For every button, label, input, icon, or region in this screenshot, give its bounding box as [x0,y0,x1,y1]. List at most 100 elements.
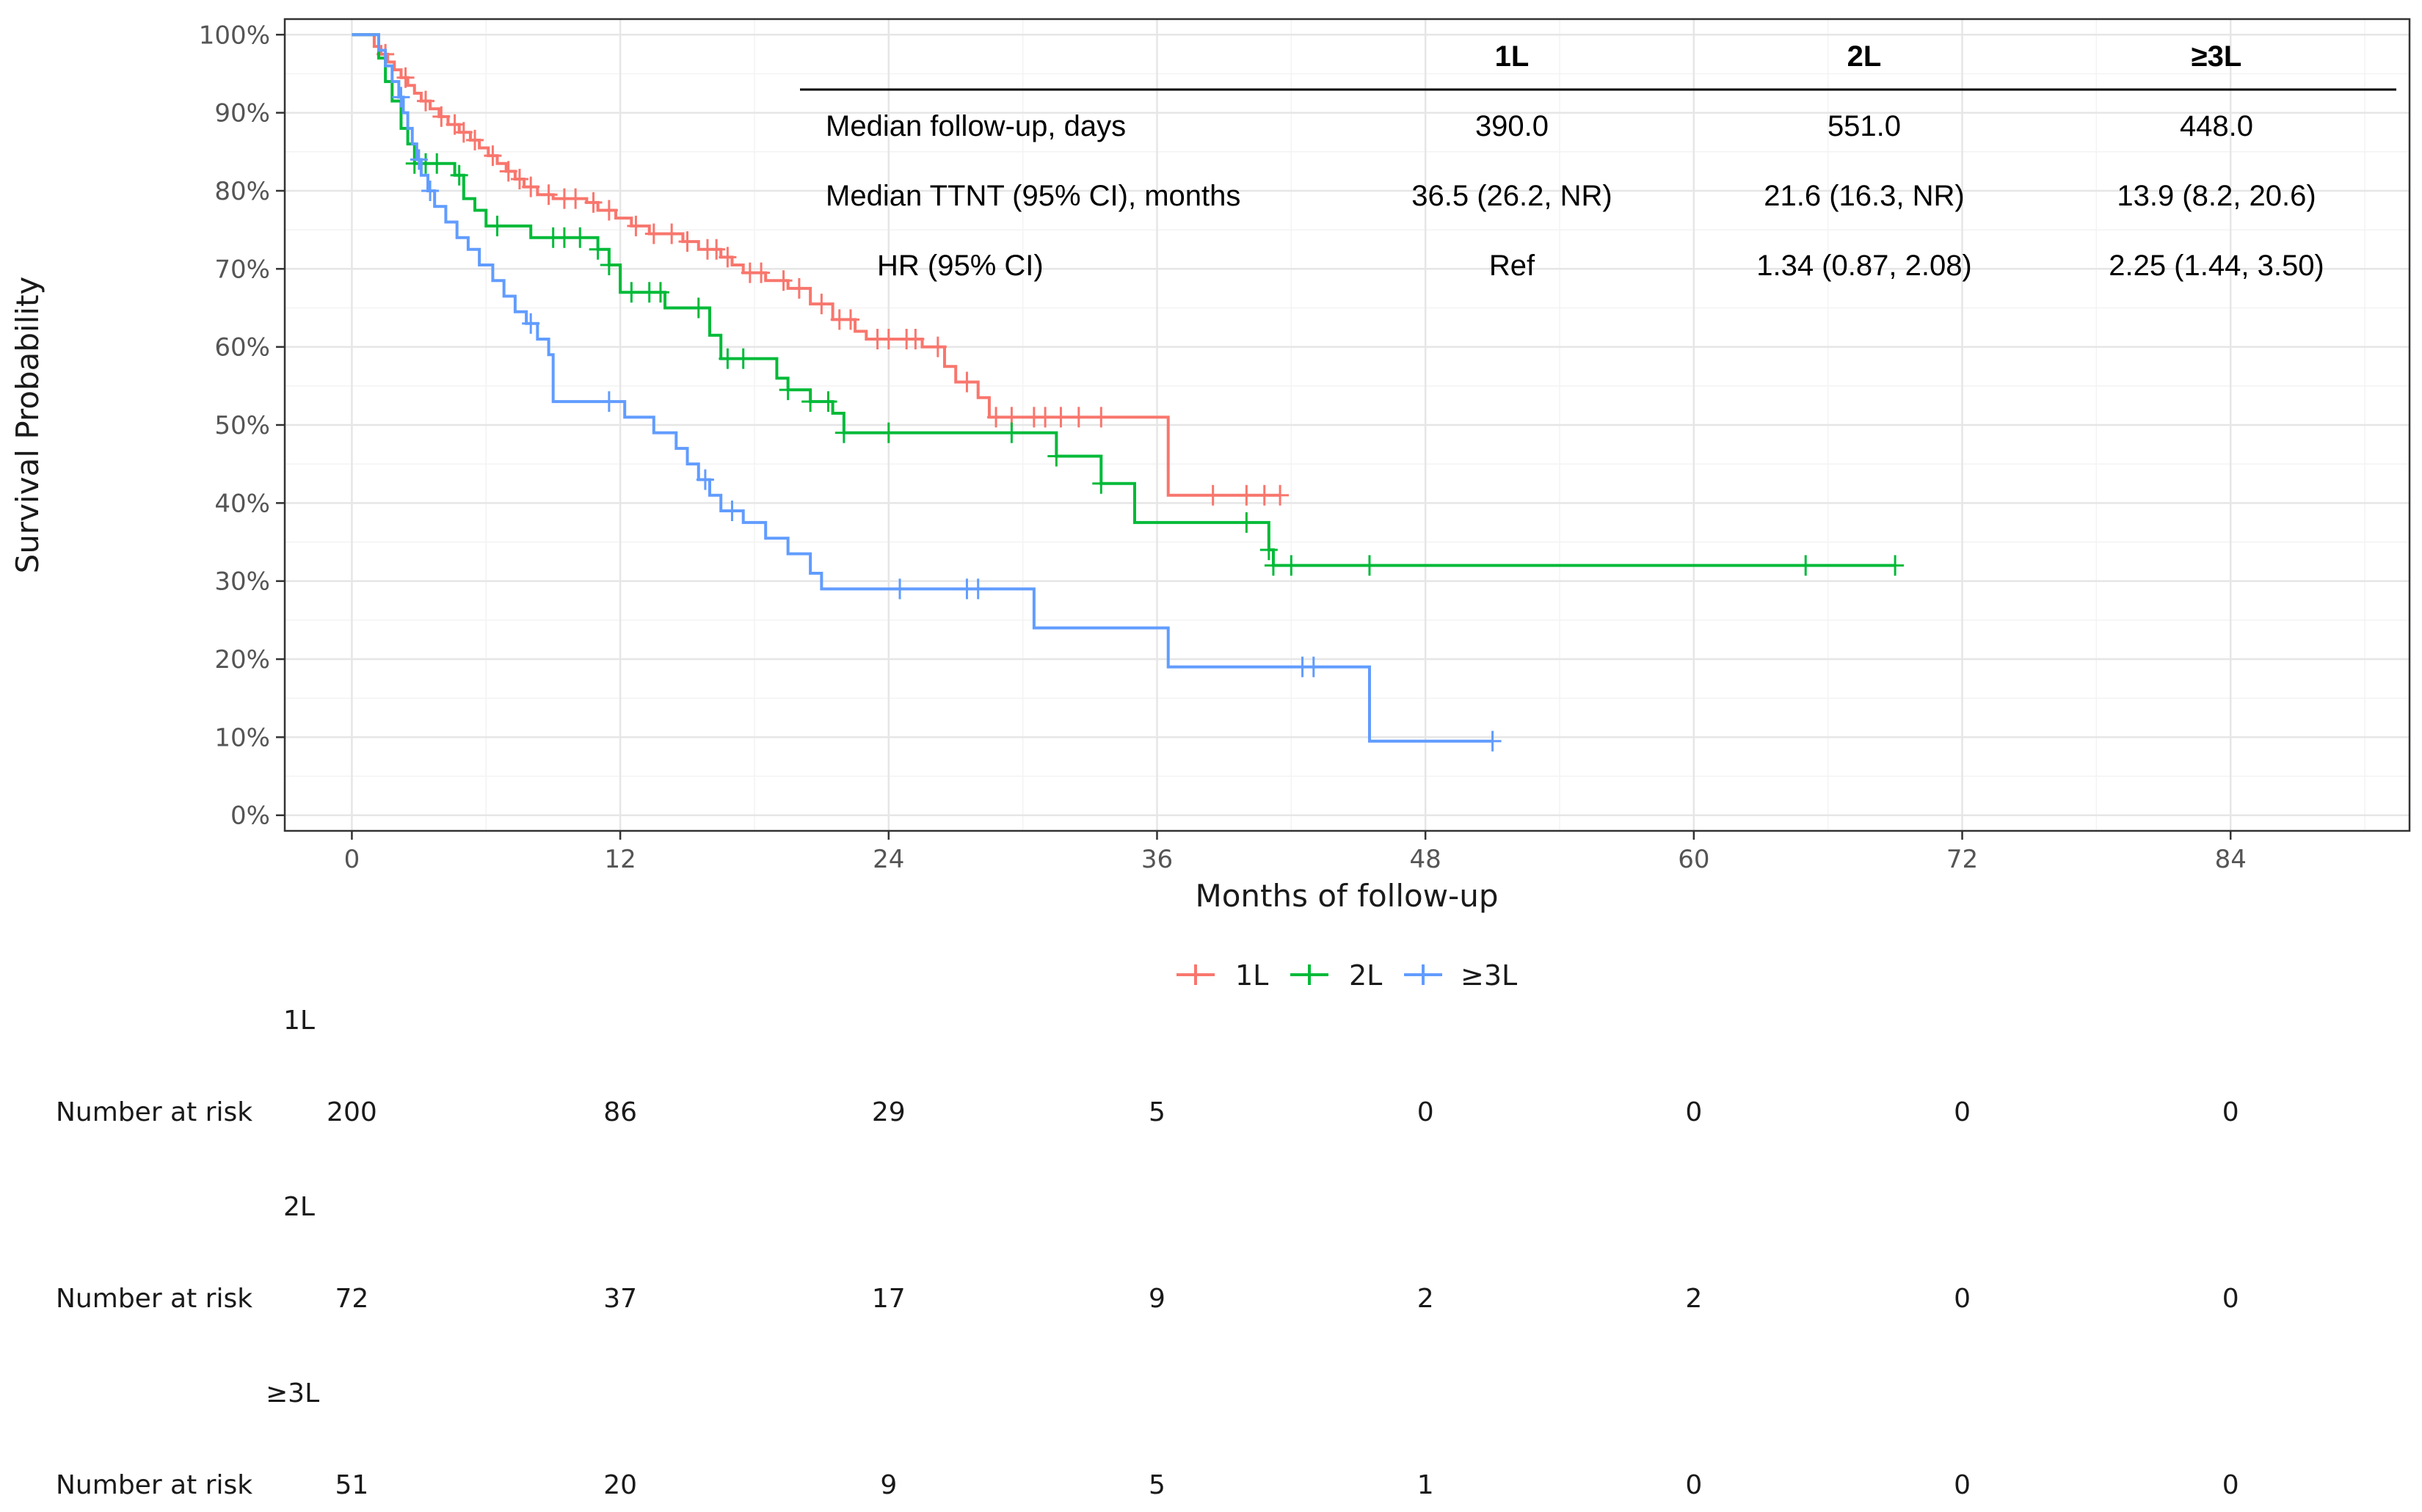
censor-mark-2l [819,391,837,412]
censor-mark-1l [1069,407,1088,428]
risk-table: 1L Number at risk 200 86 29 5 0 0 0 0 2L Number… [56,1006,2239,1500]
censor-mark-2l [600,254,618,275]
censor-mark-ge3l [421,180,440,201]
censor-mark-2l [589,239,607,260]
censor-mark-1l [1204,484,1222,506]
censor-mark-2l [689,297,708,319]
risk-count: 5 [1149,1470,1165,1500]
risk-count: 0 [2222,1097,2239,1127]
censor-mark-1l [841,309,859,330]
y-tick-label: 30% [214,567,270,597]
censor-mark-1l [1237,484,1256,506]
stats-cell: 390.0 [1475,110,1549,142]
censor-mark-2l [879,422,898,443]
censor-mark-1l [1052,407,1070,428]
stats-cell: 448.0 [2180,110,2253,142]
censor-mark-2l [801,391,820,412]
censor-mark-ge3l [522,313,540,334]
risk-count: 0 [2222,1284,2239,1314]
censor-mark-2l [571,227,589,248]
legend-key-2l [1290,964,1328,985]
risk-count: 86 [603,1097,637,1127]
x-tick-label: 48 [1410,845,1441,874]
y-tick-label: 10% [214,723,270,752]
stats-cell: 2.25 (1.44, 3.50) [2109,250,2324,282]
risk-row-label-1l: Number at risk [56,1097,252,1127]
risk-count: 0 [1685,1470,1702,1500]
series-2l [352,33,1905,576]
risk-count: 2 [1417,1284,1434,1314]
censor-mark-1l [1036,407,1055,428]
legend-label-2l: 2L [1349,959,1382,992]
stats-table: 1L 2L ≥3L Median follow-up, days 390.0 5… [800,40,2396,282]
x-tick-label: 84 [2215,845,2247,874]
censor-mark-1l [522,176,540,197]
censor-mark-1l [466,129,484,150]
y-tick-label: 70% [214,255,270,284]
stats-cell: 1.34 (0.87, 2.08) [1756,250,1972,282]
censor-mark-1l [958,371,976,393]
censor-mark-2l [651,282,669,303]
x-axis-title: Months of follow-up [1195,878,1498,914]
censor-mark-1l [432,106,451,127]
legend-key-3l [1404,964,1442,985]
risk-count: 0 [2222,1470,2239,1500]
censor-mark-1l [484,145,502,167]
censor-mark-ge3l [696,469,714,490]
stats-header-3l: ≥3L [2192,40,2242,73]
series-1l [352,33,1290,506]
risk-count: 5 [1149,1097,1165,1127]
y-tick-label: 90% [214,99,270,128]
censor-mark-2l [428,153,446,174]
censor-mark-1l [1092,407,1110,428]
censor-mark-1l [446,114,464,135]
censor-mark-1l [774,270,793,291]
censor-mark-2l [1092,473,1110,494]
stats-row-label: Median TTNT (95% CI), months [826,180,1240,212]
censor-mark-1l [812,294,831,315]
censor-mark-2l [1360,555,1378,576]
censor-mark-1l [1255,484,1273,506]
censor-mark-ge3l [891,578,909,600]
censor-mark-ge3l [600,391,618,412]
censor-mark-2l [488,215,506,236]
risk-count: 0 [1417,1097,1434,1127]
censor-mark-1l [708,239,726,260]
censor-mark-ge3l [410,149,428,170]
risk-count: 0 [1685,1097,1702,1127]
censor-mark-1l [678,231,697,252]
risk-count: 0 [1954,1097,1971,1127]
risk-count: 37 [603,1284,637,1314]
x-tick-label: 0 [344,845,360,874]
censor-mark-2l [622,282,641,303]
censor-mark-ge3l [1483,730,1502,752]
plot-panel-border [283,18,2411,832]
risk-count: 29 [872,1097,906,1127]
stats-header-2l: 2L [1847,40,1882,73]
risk-count: 72 [335,1284,369,1314]
risk-row-label-2l: Number at risk [56,1284,252,1314]
y-tick-label: 20% [214,645,270,675]
censor-mark-2l [1237,512,1256,533]
risk-count: 20 [603,1470,637,1500]
stats-cell: 21.6 (16.3, NR) [1764,180,1964,212]
censor-mark-1l [719,247,737,268]
censor-mark-1l [539,184,558,206]
risk-count: 17 [872,1284,906,1314]
risk-count: 1 [1417,1470,1434,1500]
censor-mark-2l [1047,446,1066,467]
x-tick-label: 36 [1141,845,1173,874]
censor-mark-1l [416,90,434,112]
stats-cell: Ref [1489,250,1535,282]
censor-mark-ge3l [392,87,410,108]
risk-group-title-2l: 2L [283,1192,315,1222]
censor-mark-1l [567,188,585,209]
censor-mark-1l [1271,484,1290,506]
censor-mark-ge3l [969,578,987,600]
survival-curve-1l [352,33,1281,497]
censor-mark-2l [734,348,752,369]
legend-label-1l: 1L [1235,959,1268,992]
censor-mark-1l [454,122,473,143]
stats-cell: 551.0 [1828,110,1901,142]
